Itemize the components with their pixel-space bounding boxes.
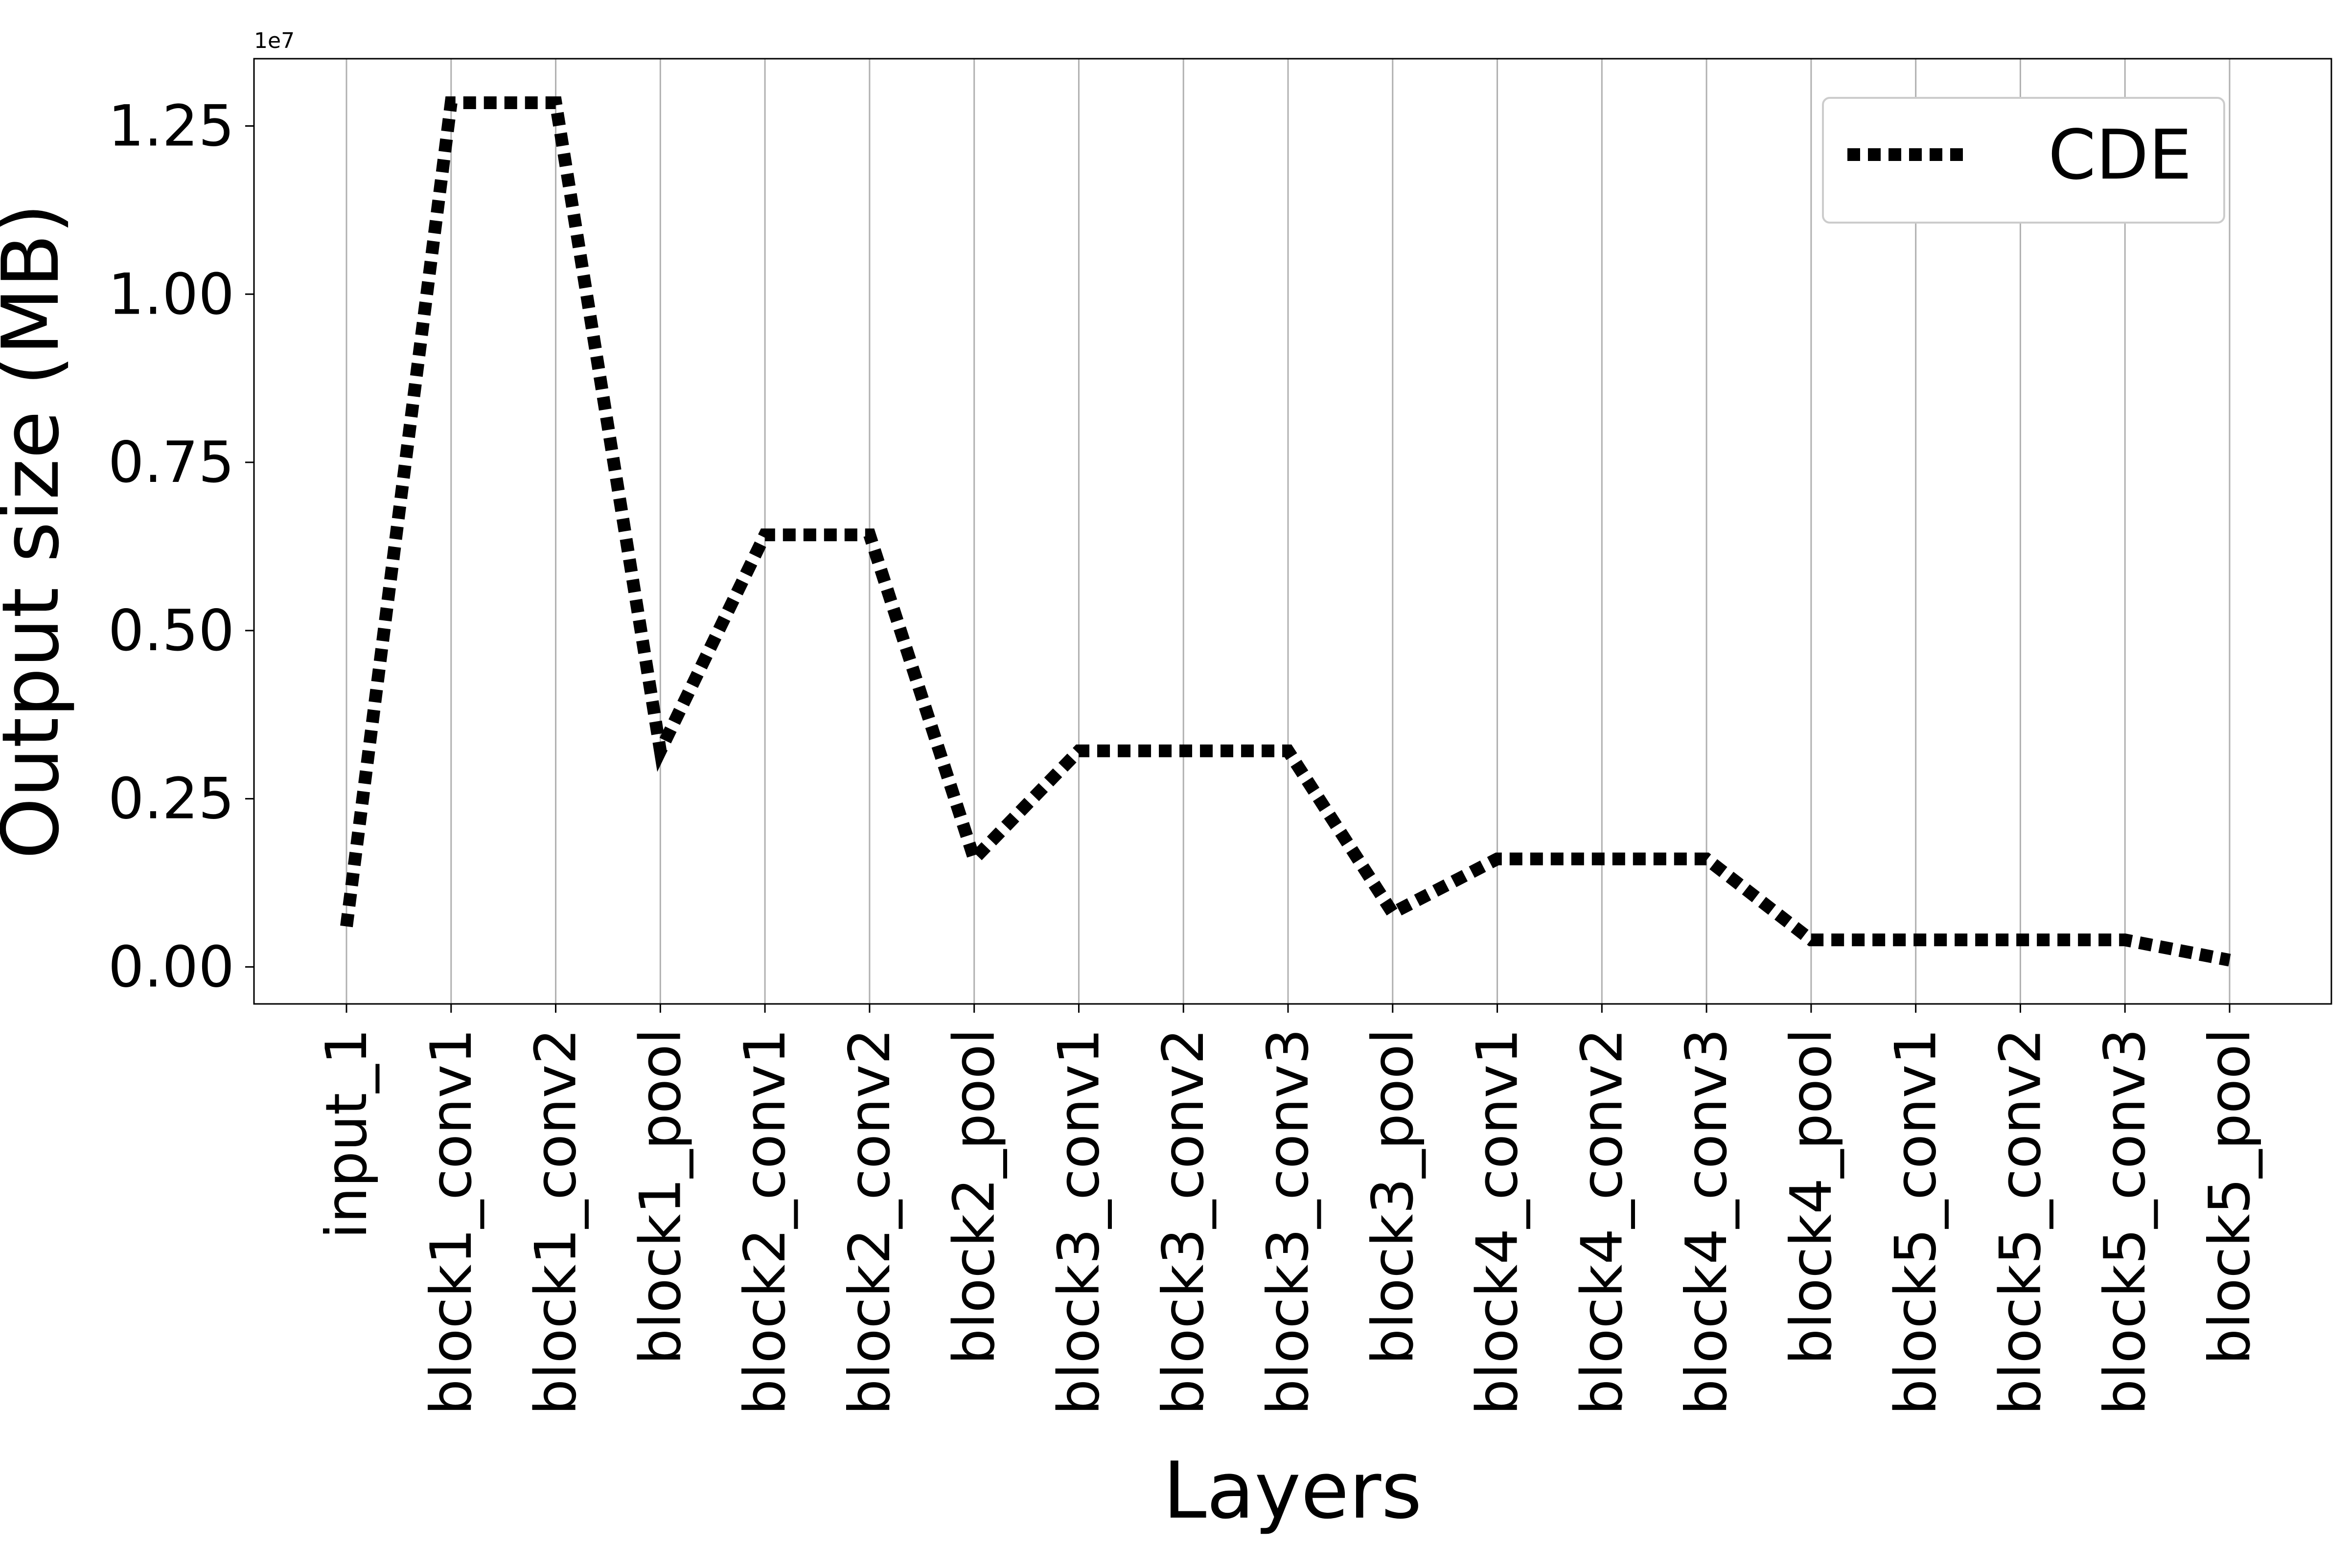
gridlines [345, 59, 2231, 1004]
y-axis: 0.00 0.25 0.50 0.75 1.00 1.25 [108, 93, 254, 1000]
x-axis-label: Layers [1163, 1445, 1422, 1536]
x-tick-label: block2_conv1 [732, 1028, 798, 1415]
x-tick-label: block1_conv1 [418, 1028, 484, 1415]
y-tick-label: 1.25 [108, 93, 234, 159]
x-tick-label: block2_conv2 [837, 1028, 903, 1415]
x-axis: input_1 block1_conv1 block1_conv2 block1_po… [314, 1004, 2263, 1415]
y-tick-label: 0.25 [108, 766, 234, 832]
x-tick-label: block5_conv3 [2092, 1028, 2158, 1415]
legend-box [1822, 97, 2225, 224]
x-tick-label: block4_conv1 [1465, 1028, 1531, 1415]
x-tick-label: block5_conv2 [1987, 1028, 2053, 1415]
x-tick-label: block3_conv1 [1046, 1028, 1112, 1415]
y-tick-label: 0.50 [108, 598, 234, 664]
y-tick-label: 0.00 [108, 934, 234, 1000]
x-tick-label: block3_conv2 [1151, 1028, 1217, 1415]
x-tick-label: input_1 [314, 1028, 380, 1239]
legend: CDE [1822, 97, 2225, 224]
x-tick-label: block4_pool [1778, 1028, 1844, 1364]
y-axis-label: Output size (MB) [0, 204, 76, 859]
plot-area-frame [253, 58, 2332, 1005]
y-tick-label: 0.75 [108, 430, 234, 496]
y-tick-label: 1.00 [108, 261, 234, 327]
x-tick-label: block5_conv1 [1883, 1028, 1949, 1415]
series-line-cde [340, 96, 2231, 967]
x-tick-label: block3_pool [1360, 1028, 1426, 1364]
legend-label-cde: CDE [2048, 115, 2192, 195]
x-tick-label: block4_conv2 [1569, 1028, 1635, 1415]
y-axis-offset-label: 1e7 [254, 28, 295, 53]
x-tick-label: block2_pool [942, 1028, 1008, 1364]
x-tick-label: block3_conv3 [1255, 1028, 1321, 1415]
series-lines [340, 96, 2231, 967]
x-tick-label: block1_pool [627, 1028, 693, 1364]
x-tick-label: block5_pool [2197, 1028, 2263, 1364]
x-tick-label: block4_conv3 [1674, 1028, 1740, 1415]
x-tick-label: block1_conv2 [523, 1028, 589, 1415]
